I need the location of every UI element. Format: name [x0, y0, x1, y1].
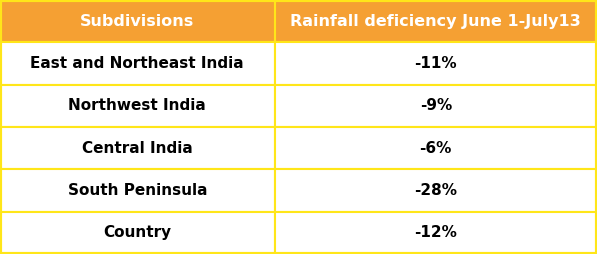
- Text: Subdivisions: Subdivisions: [80, 14, 195, 29]
- Bar: [0, 0, 275, 42]
- Text: -6%: -6%: [420, 141, 452, 156]
- Text: Rainfall deficiency June 1-July13: Rainfall deficiency June 1-July13: [290, 14, 581, 29]
- Bar: [275, 212, 597, 254]
- Bar: [0, 212, 275, 254]
- Bar: [275, 85, 597, 127]
- Text: -28%: -28%: [414, 183, 457, 198]
- Text: Northwest India: Northwest India: [69, 98, 206, 113]
- Text: South Peninsula: South Peninsula: [67, 183, 207, 198]
- Bar: [0, 127, 275, 169]
- Bar: [275, 0, 597, 42]
- Bar: [275, 169, 597, 212]
- Text: Country: Country: [103, 225, 171, 240]
- Bar: [0, 42, 275, 85]
- Text: -9%: -9%: [420, 98, 452, 113]
- Text: Central India: Central India: [82, 141, 193, 156]
- Bar: [0, 85, 275, 127]
- Bar: [0, 169, 275, 212]
- Bar: [275, 127, 597, 169]
- Text: East and Northeast India: East and Northeast India: [30, 56, 244, 71]
- Bar: [275, 42, 597, 85]
- Text: -12%: -12%: [414, 225, 457, 240]
- Text: -11%: -11%: [414, 56, 457, 71]
